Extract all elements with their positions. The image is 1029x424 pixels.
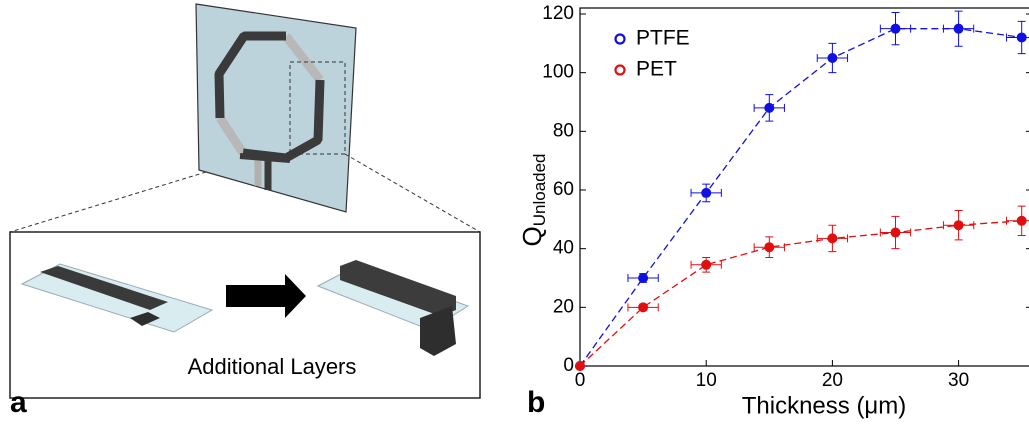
legend-marker [616, 35, 625, 44]
feed [240, 156, 290, 160]
x-tick-label: 10 [696, 370, 717, 391]
zoom-line [345, 154, 480, 232]
data-point [827, 53, 837, 63]
data-point [827, 233, 837, 243]
data-point [575, 361, 585, 371]
y-tick-label: 100 [542, 62, 574, 83]
legend-label: PET [636, 58, 677, 81]
data-point [638, 302, 648, 312]
x-tick-label: 0 [575, 370, 586, 391]
data-point [638, 273, 648, 283]
y-tick-label: 120 [542, 3, 574, 24]
diagram: Additional Layers [10, 4, 480, 398]
chart: 0 10 20 30 0 20 40 60 80 100 120 Thickness (μm) QUnl… [517, 3, 1029, 419]
data-point [1017, 216, 1027, 226]
y-axis-label: QUnloaded [517, 153, 550, 246]
data-point [954, 24, 964, 34]
figure: Additional Layers a b 0 10 20 30 0 20 40 60 80 10… [0, 0, 1029, 424]
y-label-sub: Unloaded [530, 153, 549, 226]
inset-caption: Additional Layers [188, 354, 357, 379]
data-point [764, 103, 774, 113]
zoom-line [10, 172, 206, 232]
series-line [580, 221, 1022, 366]
legend-marker [616, 66, 625, 75]
panel-label: b [527, 386, 545, 419]
y-tick-label: 60 [553, 179, 574, 200]
y-tick-label: 40 [553, 238, 574, 259]
x-tick-label: 20 [822, 370, 843, 391]
legend-label: PTFE [636, 27, 690, 50]
data-point [764, 242, 774, 252]
panel-label: a [10, 386, 27, 419]
data-point [701, 188, 711, 198]
data-point [1017, 32, 1027, 42]
page: {"panels": {"a": "a", "b": "b"}, "diagra… [0, 0, 1029, 424]
y-tick-label: 20 [553, 296, 574, 317]
x-axis-label: Thickness (μm) [742, 392, 907, 419]
y-tick-label: 0 [563, 355, 574, 376]
data-point [890, 228, 900, 238]
y-label-main: Q [517, 226, 547, 246]
y-tick-label: 80 [553, 120, 574, 141]
x-tick-label: 30 [948, 370, 969, 391]
data-point [890, 24, 900, 34]
data-point [954, 220, 964, 230]
data-point [701, 260, 711, 270]
